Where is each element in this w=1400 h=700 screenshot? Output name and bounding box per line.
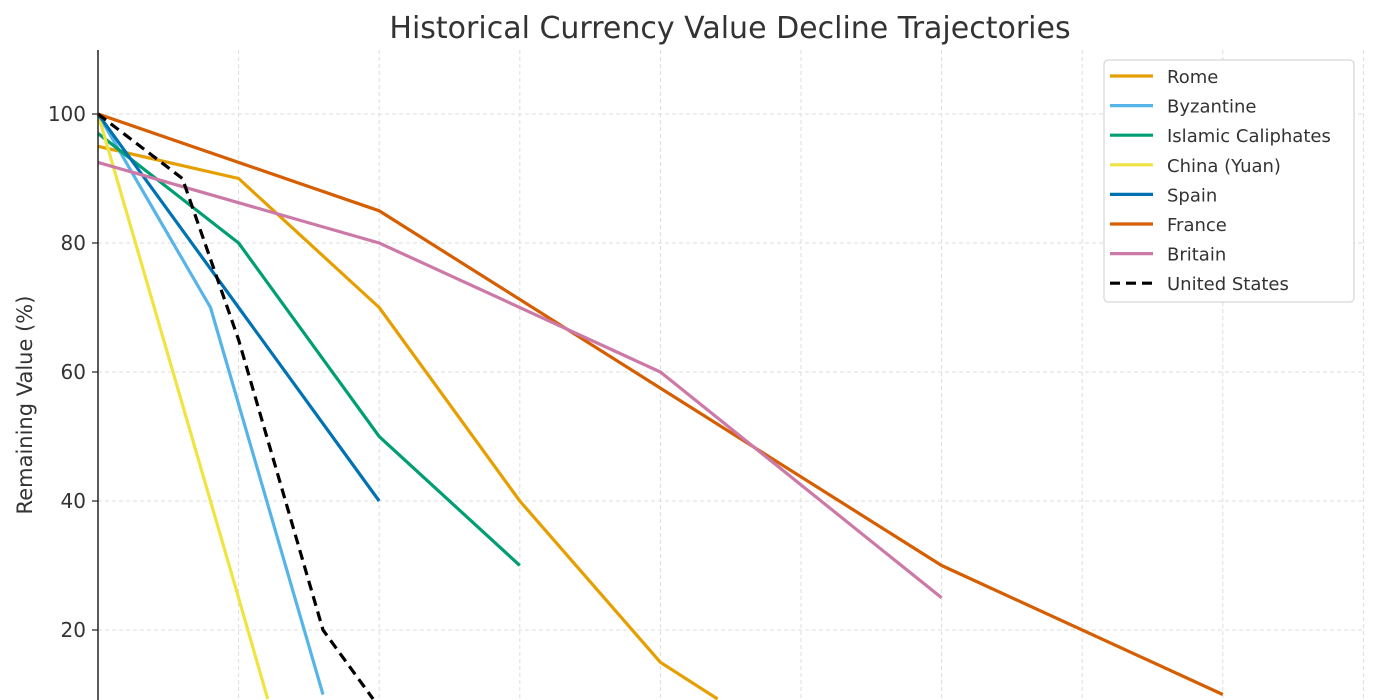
legend-label: Byzantine [1167,97,1256,118]
legend-label: France [1167,215,1227,236]
series-line-islamic-caliphates [97,132,521,567]
legend-label: Spain [1167,185,1217,206]
legend-label: Britain [1167,245,1226,266]
series-line-rome [97,144,719,700]
series-lines [96,112,1224,700]
series-line-britain [97,160,943,600]
y-ticks: 20 40 60 80 100 [48,102,98,642]
y-tick-label: 40 [61,489,86,513]
series-line-united-states [97,112,375,700]
y-tick-label: 60 [61,360,86,384]
legend-label: Rome [1167,67,1218,88]
series-line-china-yuan [96,113,270,700]
y-tick-label: 80 [61,231,86,255]
y-axis-label: Remaining Value (%) [13,296,37,515]
legend: Rome Byzantine Islamic Caliphates China (Yu… [1103,59,1355,303]
series-line-france [97,112,1224,696]
series-line-spain [96,113,381,502]
series-line-byzantine [96,113,325,695]
legend-label: Islamic Caliphates [1167,126,1331,147]
legend-label: China (Yuan) [1167,156,1281,177]
legend-label: United States [1167,274,1289,295]
legend-box [1103,59,1355,303]
y-tick-label: 20 [61,618,86,642]
y-tick-label: 100 [48,102,86,126]
chart-title: Historical Currency Value Decline Trajec… [389,11,1070,46]
